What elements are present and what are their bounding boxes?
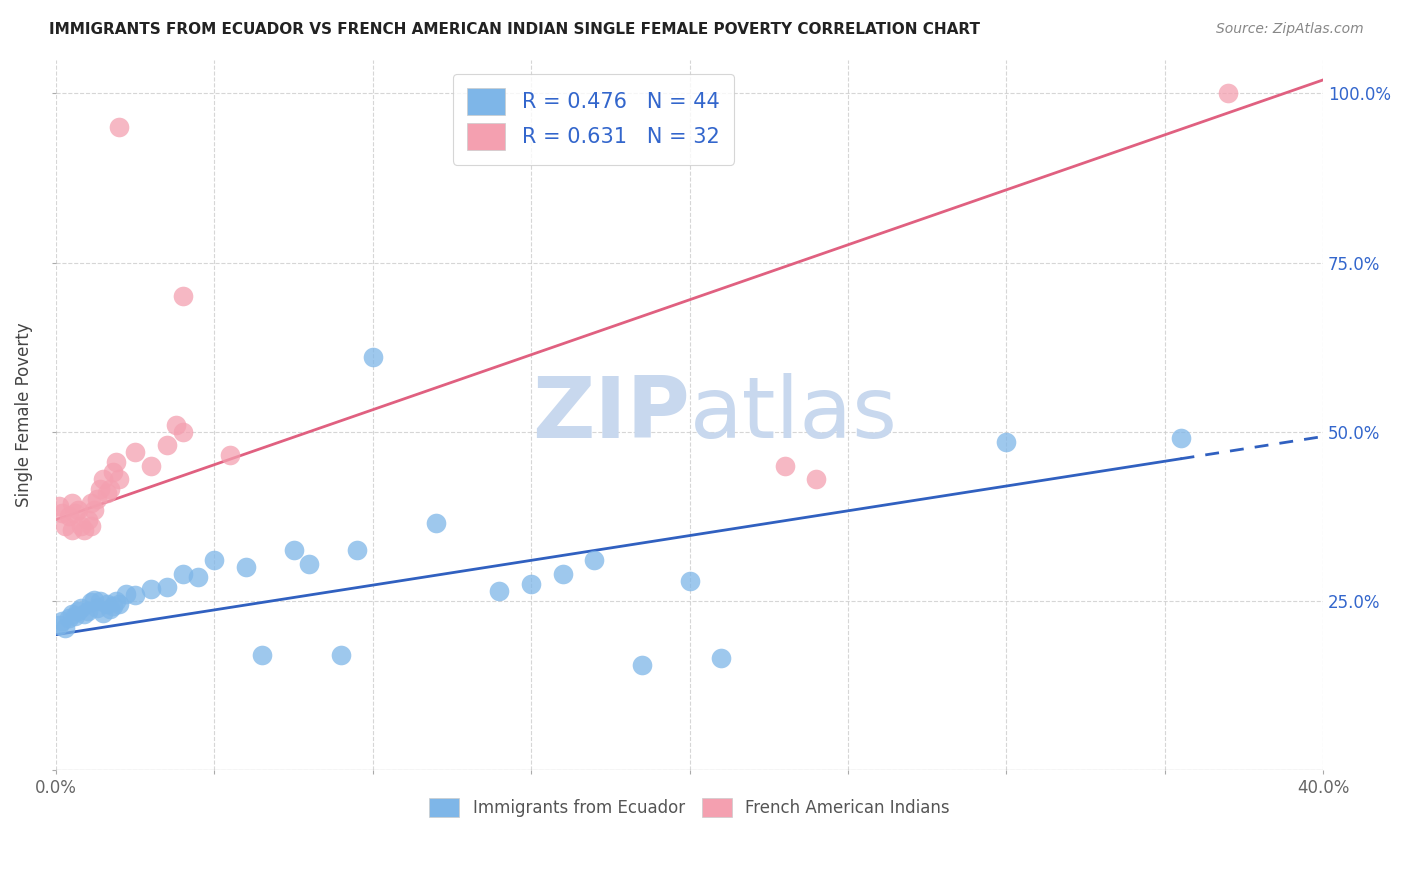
Point [89, 594, 111, 608]
Point [58, 611, 80, 625]
Point [250, 648, 273, 662]
Point [98, 482, 121, 496]
Point [330, 648, 353, 662]
Point [96, 597, 118, 611]
Point [165, 417, 187, 432]
Point [58, 509, 80, 524]
Point [710, 651, 733, 665]
Point [96, 485, 118, 500]
Point [67, 604, 90, 618]
Point [551, 566, 574, 581]
Point [156, 438, 179, 452]
Point [83, 592, 105, 607]
Point [114, 587, 136, 601]
Point [55, 621, 77, 635]
Point [139, 458, 162, 473]
Point [89, 482, 111, 496]
Point [1216, 87, 1239, 101]
Point [60, 523, 83, 537]
Point [202, 553, 225, 567]
Point [93, 606, 115, 620]
Point [1170, 432, 1192, 446]
Point [124, 589, 146, 603]
Point [105, 455, 128, 469]
Point [55, 519, 77, 533]
Point [172, 566, 194, 581]
Point [108, 472, 131, 486]
Point [67, 502, 90, 516]
Point [80, 595, 103, 609]
Point [361, 351, 384, 365]
Point [108, 597, 131, 611]
Point [48, 617, 70, 632]
Point [70, 519, 93, 533]
Point [346, 543, 368, 558]
Text: atlas: atlas [689, 373, 897, 457]
Point [520, 577, 543, 591]
Point [60, 607, 83, 622]
Point [83, 502, 105, 516]
Point [98, 602, 121, 616]
Point [93, 472, 115, 486]
Point [108, 120, 131, 135]
Point [139, 582, 162, 596]
Text: Source: ZipAtlas.com: Source: ZipAtlas.com [1216, 22, 1364, 37]
Point [86, 600, 108, 615]
Point [70, 600, 93, 615]
Point [773, 458, 796, 473]
Point [51, 614, 73, 628]
Point [76, 513, 98, 527]
Point [101, 599, 124, 614]
Legend: Immigrants from Ecuador, French American Indians: Immigrants from Ecuador, French American… [422, 789, 957, 826]
Point [678, 574, 700, 588]
Point [156, 580, 179, 594]
Point [172, 425, 194, 439]
Point [631, 658, 654, 673]
Point [283, 543, 305, 558]
Point [806, 472, 828, 486]
Point [51, 506, 73, 520]
Point [219, 449, 242, 463]
Point [60, 496, 83, 510]
Point [583, 553, 606, 567]
Point [76, 604, 98, 618]
Point [48, 499, 70, 513]
Point [187, 570, 209, 584]
Point [488, 583, 510, 598]
Point [73, 607, 96, 622]
Text: ZIP: ZIP [531, 373, 689, 457]
Point [995, 434, 1018, 449]
Y-axis label: Single Female Poverty: Single Female Poverty [15, 323, 32, 508]
Point [80, 519, 103, 533]
Point [63, 506, 86, 520]
Point [63, 608, 86, 623]
Point [80, 496, 103, 510]
Point [73, 523, 96, 537]
Text: IMMIGRANTS FROM ECUADOR VS FRENCH AMERICAN INDIAN SINGLE FEMALE POVERTY CORRELAT: IMMIGRANTS FROM ECUADOR VS FRENCH AMERIC… [49, 22, 980, 37]
Point [298, 557, 321, 571]
Point [105, 594, 128, 608]
Point [425, 516, 447, 530]
Point [235, 560, 257, 574]
Point [101, 465, 124, 479]
Point [86, 492, 108, 507]
Point [124, 445, 146, 459]
Point [172, 289, 194, 303]
